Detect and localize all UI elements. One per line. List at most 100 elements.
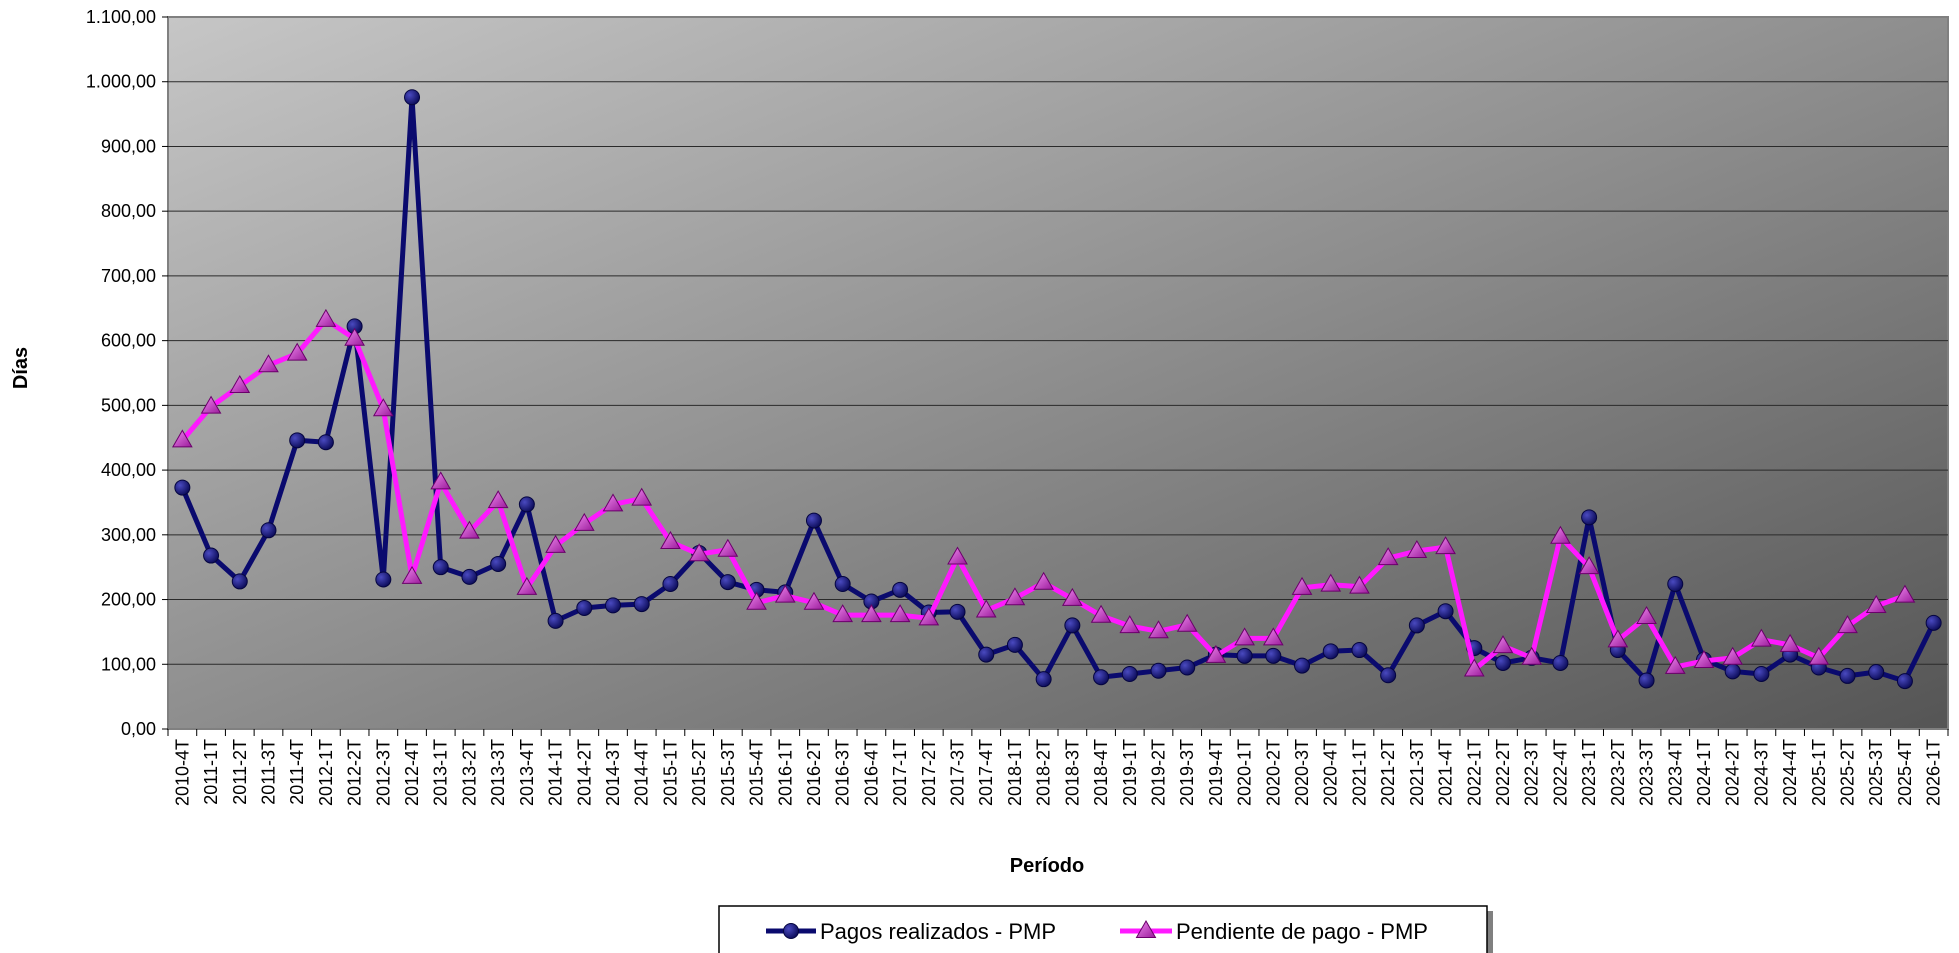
data-point bbox=[1291, 576, 1313, 595]
x-tick-label: 2024-4T bbox=[1780, 739, 1800, 806]
data-point bbox=[1636, 606, 1657, 625]
x-tick-label: 2018-3T bbox=[1062, 739, 1082, 806]
legend-box bbox=[718, 905, 1488, 953]
x-tick-label: 2018-1T bbox=[1005, 739, 1025, 806]
data-point bbox=[1262, 627, 1284, 646]
y-tick-label: 400,00 bbox=[101, 460, 156, 480]
series-layer bbox=[171, 89, 1942, 690]
x-tick-label: 2014-1T bbox=[546, 739, 566, 806]
data-point bbox=[1437, 603, 1454, 620]
data-point bbox=[1006, 636, 1023, 653]
data-point bbox=[1090, 604, 1112, 623]
y-axis-title: Días bbox=[10, 347, 32, 389]
data-point bbox=[1150, 662, 1167, 679]
x-tick-label: 2022-2T bbox=[1493, 739, 1513, 806]
data-point bbox=[1236, 647, 1253, 664]
x-tick-label: 2022-1T bbox=[1464, 739, 1484, 806]
data-point bbox=[432, 559, 449, 576]
x-tick-label: 2021-4T bbox=[1436, 739, 1456, 806]
data-point bbox=[375, 571, 392, 588]
data-point bbox=[518, 496, 535, 513]
legend-label: Pendiente de pago - PMP bbox=[1176, 919, 1428, 944]
y-tick-label: 300,00 bbox=[101, 525, 156, 545]
data-point bbox=[783, 923, 799, 939]
y-tick-label: 900,00 bbox=[101, 136, 156, 156]
data-point bbox=[1552, 654, 1569, 671]
x-tick-label: 2014-2T bbox=[574, 739, 594, 806]
data-point bbox=[633, 596, 650, 613]
x-tick-label: 2013-2T bbox=[459, 739, 479, 806]
x-tick-label: 2019-3T bbox=[1177, 739, 1197, 806]
y-tick-label: 100,00 bbox=[101, 654, 156, 674]
data-point bbox=[834, 576, 851, 593]
data-point bbox=[1724, 663, 1741, 680]
data-point bbox=[803, 591, 825, 610]
data-point bbox=[1093, 669, 1110, 686]
x-tick-label: 2015-3T bbox=[718, 739, 738, 806]
data-point bbox=[1234, 627, 1255, 646]
x-tick-label: 2010-4T bbox=[172, 739, 192, 806]
data-point bbox=[1322, 643, 1339, 660]
data-point bbox=[1349, 575, 1370, 594]
data-point bbox=[1753, 665, 1770, 682]
data-point bbox=[1896, 673, 1913, 690]
x-tick-label: 2019-1T bbox=[1120, 739, 1140, 806]
y-tick-label: 600,00 bbox=[101, 331, 156, 351]
x-tick-label: 2016-1T bbox=[775, 739, 795, 806]
data-point bbox=[404, 89, 421, 106]
data-point bbox=[861, 604, 882, 623]
data-point bbox=[1664, 655, 1686, 674]
data-point bbox=[490, 555, 507, 572]
data-point bbox=[1837, 615, 1858, 634]
x-tick-label: 2011-2T bbox=[230, 739, 250, 805]
x-tick-label: 2017-1T bbox=[890, 739, 910, 806]
data-point bbox=[1351, 642, 1368, 659]
x-tick-label: 2012-2T bbox=[345, 739, 365, 806]
x-tick-label: 2020-3T bbox=[1292, 739, 1312, 806]
data-point bbox=[1667, 576, 1684, 593]
data-point bbox=[719, 574, 736, 591]
data-point bbox=[1925, 614, 1942, 631]
x-tick-label: 2017-2T bbox=[919, 739, 939, 806]
legend-item-2: Pendiente de pago - PMP bbox=[1120, 919, 1428, 944]
data-point bbox=[1265, 647, 1282, 664]
data-point bbox=[203, 547, 220, 564]
data-point bbox=[1205, 644, 1227, 663]
data-point bbox=[918, 607, 940, 626]
data-point bbox=[1035, 671, 1052, 688]
data-point bbox=[1377, 547, 1399, 566]
y-axis-ticks: 0,00 100,00 200,00 300,00 400,00 500,00 600,00… bbox=[86, 7, 168, 739]
x-tick-label: 2024-3T bbox=[1751, 739, 1771, 806]
x-tick-label: 2022-3T bbox=[1522, 739, 1542, 806]
data-point bbox=[1294, 657, 1311, 674]
y-tick-label: 800,00 bbox=[101, 201, 156, 221]
data-point bbox=[892, 581, 909, 598]
x-tick-label: 2025-3T bbox=[1866, 739, 1886, 806]
data-point bbox=[662, 576, 679, 593]
y-tick-label: 500,00 bbox=[101, 395, 156, 415]
data-point bbox=[317, 434, 334, 451]
x-tick-label: 2016-2T bbox=[804, 739, 824, 806]
data-point bbox=[1148, 620, 1169, 639]
x-tick-label: 2015-4T bbox=[747, 739, 767, 806]
x-tick-label: 2012-1T bbox=[316, 739, 336, 806]
data-point bbox=[1722, 646, 1744, 665]
x-tick-label: 2021-3T bbox=[1407, 739, 1427, 806]
data-point bbox=[573, 512, 595, 531]
x-tick-label: 2023-1T bbox=[1579, 739, 1599, 806]
data-point bbox=[1492, 635, 1514, 654]
data-point bbox=[516, 576, 538, 595]
data-point bbox=[1320, 573, 1342, 592]
data-point bbox=[805, 512, 822, 529]
x-tick-label: 2014-4T bbox=[632, 739, 652, 806]
data-point bbox=[231, 573, 248, 590]
data-point bbox=[289, 432, 306, 449]
data-point bbox=[315, 308, 337, 327]
data-point bbox=[401, 565, 423, 584]
x-axis-title: Período bbox=[1010, 855, 1084, 877]
x-tick-label: 2023-2T bbox=[1608, 739, 1628, 806]
data-point bbox=[832, 604, 854, 623]
x-tick-label: 2013-3T bbox=[488, 739, 508, 806]
series-2 bbox=[171, 308, 1916, 677]
